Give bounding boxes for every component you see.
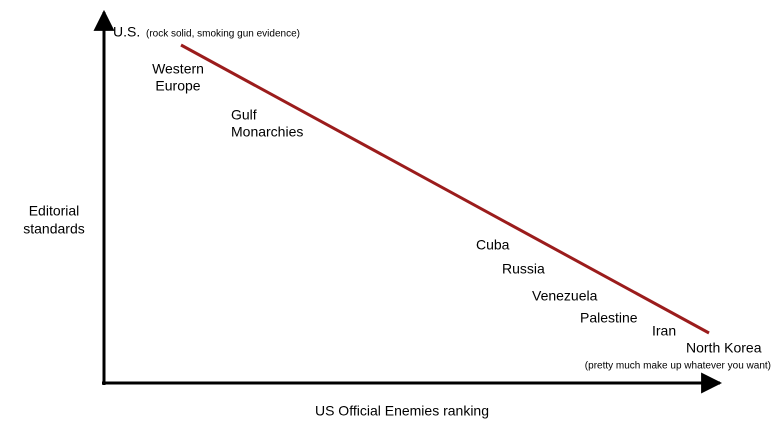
x-axis-label: US Official Enemies ranking bbox=[315, 403, 489, 419]
group-label: Monarchies bbox=[231, 124, 303, 140]
group-label: Europe bbox=[155, 78, 200, 94]
trend-line bbox=[180, 43, 710, 335]
group-label: Russia bbox=[502, 261, 545, 277]
top-note: (rock solid, smoking gun evidence) bbox=[146, 29, 300, 40]
group-label: Palestine bbox=[580, 310, 638, 326]
top-label: U.S. bbox=[113, 24, 140, 40]
group-label: Iran bbox=[652, 323, 676, 339]
group-label: Western bbox=[152, 61, 204, 77]
group-label: Venezuela bbox=[532, 288, 598, 304]
bottom-note: (pretty much make up whatever you want) bbox=[585, 361, 771, 372]
group-label: Cuba bbox=[476, 237, 510, 253]
group-label: Gulf bbox=[231, 107, 257, 123]
bottom-label: North Korea bbox=[686, 340, 762, 356]
y-axis-label: Editorial bbox=[29, 203, 80, 219]
y-axis-label: standards bbox=[23, 221, 84, 237]
